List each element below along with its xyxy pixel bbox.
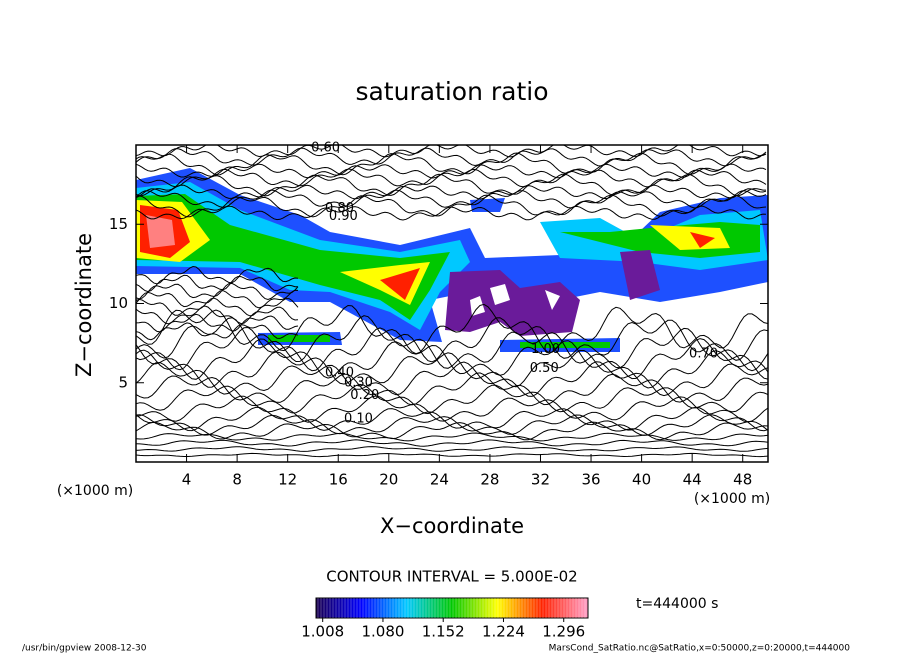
x-tick-label: 32	[531, 471, 550, 489]
footer-left: /usr/bin/gpview 2008-12-30	[22, 644, 147, 654]
contour-line	[136, 184, 767, 200]
x-tick-label: 8	[232, 471, 242, 489]
x-tick-label: 36	[581, 471, 600, 489]
x-tick-label: 44	[683, 471, 702, 489]
time-label: t=444000 s	[636, 596, 718, 612]
contour-label: 0.70	[689, 347, 718, 362]
contour-line	[136, 205, 767, 221]
contour-line	[136, 338, 768, 380]
contour-line	[136, 383, 768, 415]
contour-label: 0.60	[311, 141, 340, 156]
colorbar-tick-label: 1.296	[542, 623, 585, 641]
contour-line	[136, 282, 299, 301]
filled-regions	[136, 168, 768, 352]
x-tick-label: 40	[632, 471, 651, 489]
colorbar	[315, 597, 589, 619]
x-axis-label: X−coordinate	[380, 514, 524, 538]
contour-label: 0.80	[325, 201, 354, 216]
x-tick-label: 28	[480, 471, 499, 489]
contour-line	[136, 145, 767, 158]
contour-line	[136, 189, 767, 209]
contour-line	[136, 274, 299, 293]
x-tick-label: 20	[379, 471, 398, 489]
chart-title: saturation ratio	[355, 77, 548, 106]
contour-line	[136, 297, 299, 317]
contour-line	[136, 406, 768, 432]
contour-line	[136, 173, 766, 197]
contour-label: 1.00	[531, 342, 560, 357]
y-tick-label: 5	[118, 373, 128, 391]
footer-right: MarsCond_SatRatio.nc@SatRatio,x=0:50000,…	[549, 644, 851, 654]
colorbar-tick-label: 1.224	[482, 623, 525, 641]
contour-line	[136, 147, 767, 167]
contour-label: 0.20	[350, 388, 379, 403]
y-tick-label: 15	[109, 215, 128, 233]
contour-line	[136, 303, 768, 355]
contour-label: 0.10	[344, 412, 373, 427]
contour-line	[136, 315, 768, 363]
y-axis-label: Z−coordinate	[72, 233, 96, 377]
contour-line	[136, 289, 299, 309]
contour-line	[136, 322, 299, 341]
contour-line	[136, 421, 768, 441]
contour-line	[136, 163, 767, 179]
x-tick-label: 16	[329, 471, 348, 489]
colorbar-tick-label: 1.080	[361, 623, 404, 641]
contour-interval: CONTOUR INTERVAL = 5.000E-02	[326, 568, 577, 586]
x-unit-label: (×1000 m)	[57, 483, 133, 499]
x-tick-label: 24	[430, 471, 449, 489]
contour-label: 0.50	[530, 361, 559, 376]
x-tick-label: 4	[182, 471, 192, 489]
contour-line	[136, 305, 299, 325]
x-tick-label: 12	[278, 471, 297, 489]
contour-line	[136, 313, 299, 333]
x-tick-label: 48	[733, 471, 752, 489]
contour-line	[136, 349, 768, 389]
contour-label: 0.40	[325, 366, 354, 381]
contour-line	[136, 168, 767, 188]
contour-line	[136, 361, 768, 397]
contour-lines	[136, 145, 768, 458]
y-tick-label: 10	[109, 294, 128, 312]
contour-line	[136, 152, 767, 176]
contour-line	[136, 372, 768, 406]
colorbar-tick-label: 1.008	[301, 623, 344, 641]
x-unit-label: (×1000 m)	[694, 491, 770, 507]
contour-line	[136, 439, 768, 447]
contour-line	[136, 432, 768, 442]
contour-line	[136, 414, 768, 436]
contour-line	[136, 452, 768, 458]
contour-label: 0.90	[329, 209, 358, 224]
contour-line	[136, 446, 768, 452]
contour-label: 0.30	[344, 375, 373, 390]
contour-line	[136, 326, 768, 372]
colorbar-tick-label: 1.152	[422, 623, 465, 641]
